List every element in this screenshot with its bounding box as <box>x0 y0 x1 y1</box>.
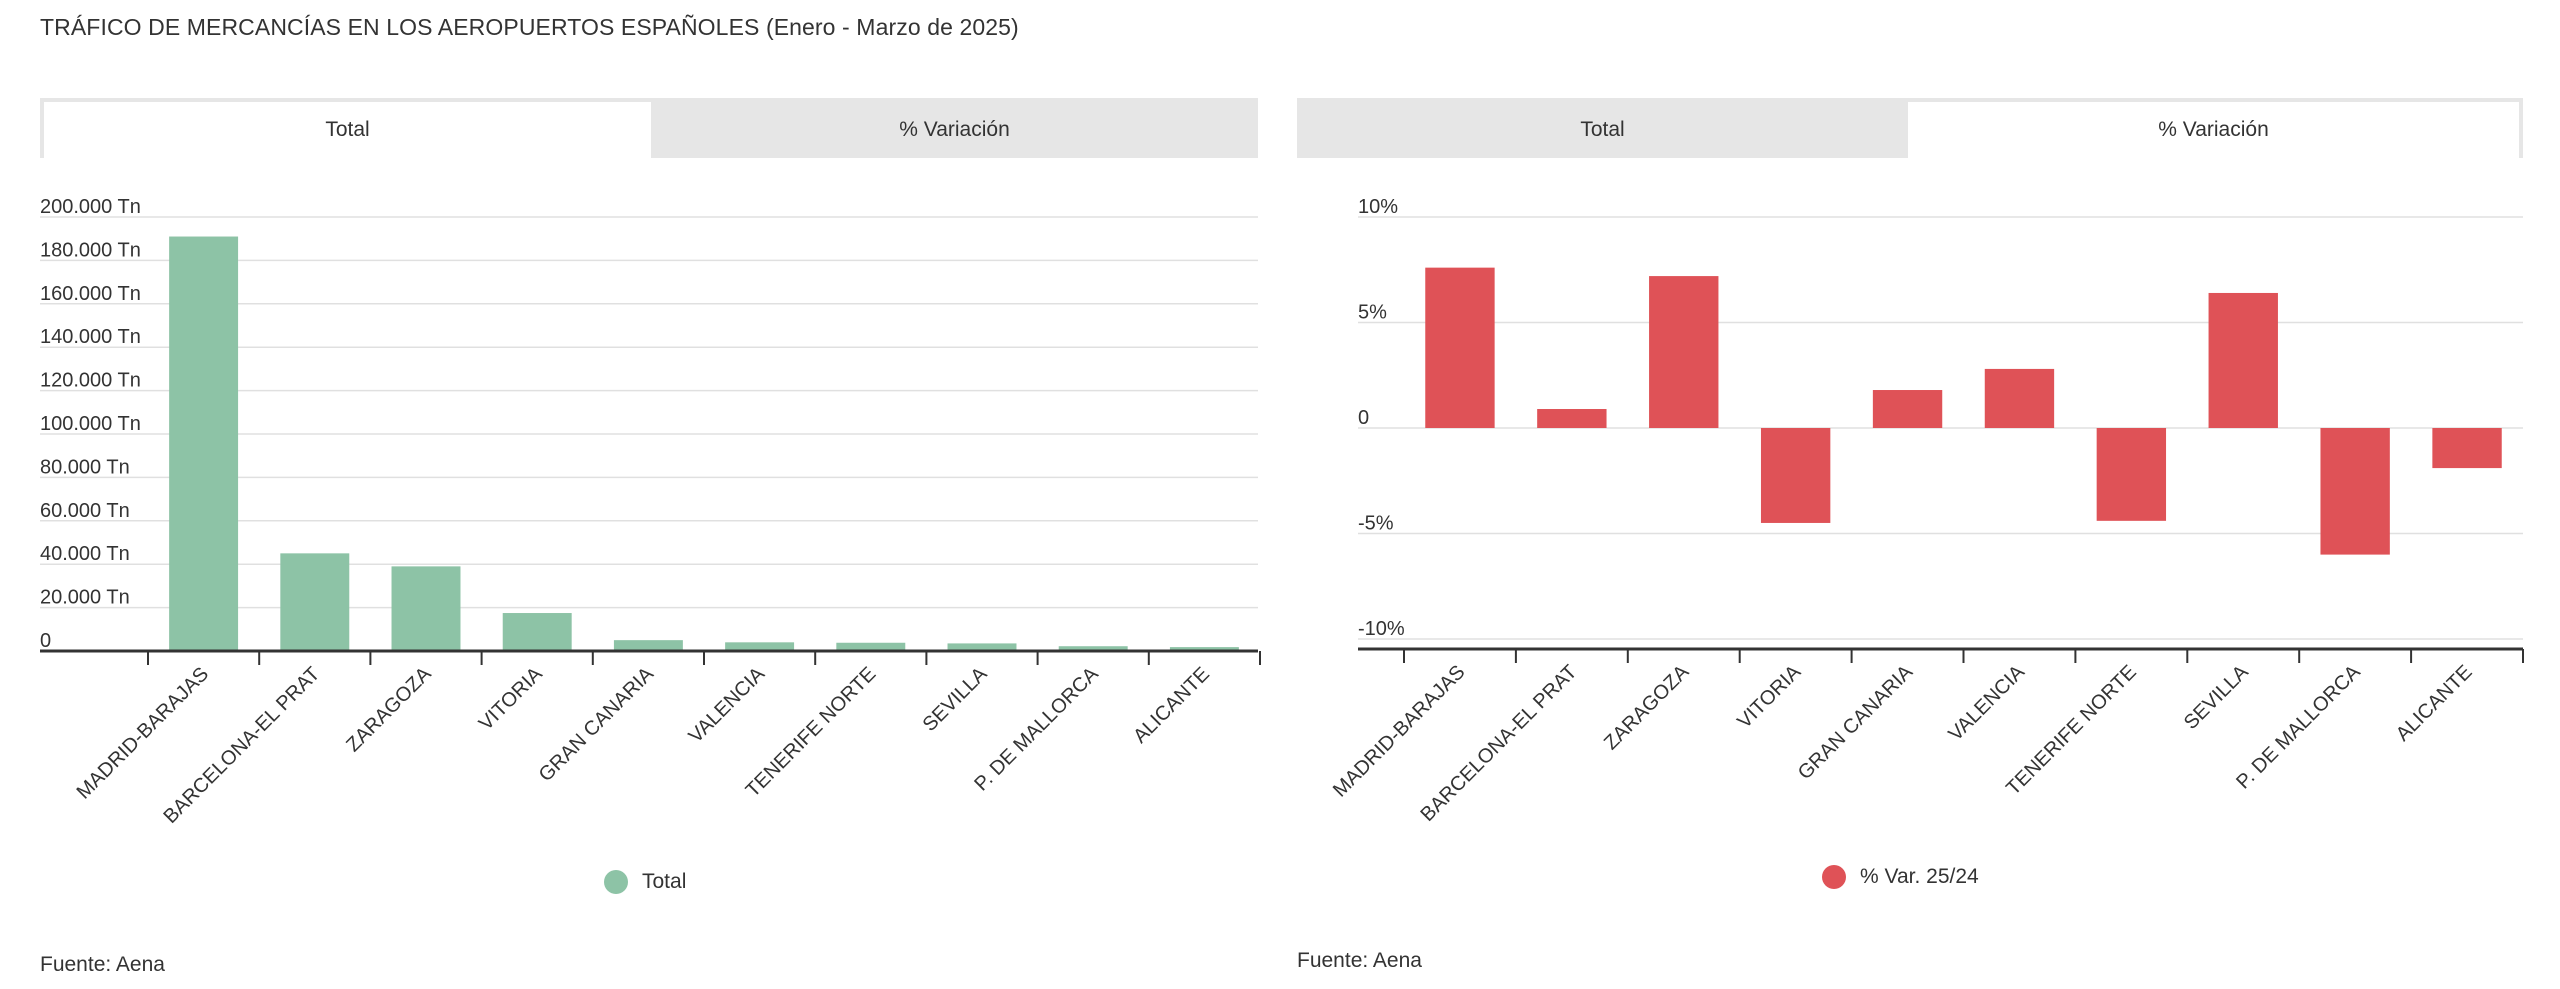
bar <box>1984 368 2055 428</box>
category-label: ZARAGOZA <box>342 663 436 757</box>
category-label: GRAN CANARIA <box>1794 661 1918 785</box>
tab-total[interactable]: Total <box>44 102 651 158</box>
category-label: P. DE MALLORCA <box>2232 661 2365 794</box>
bar <box>613 640 683 651</box>
y-tick-label: 80.000 Tn <box>40 456 130 478</box>
category-label: SEVILLA <box>919 663 992 736</box>
tab-variacion[interactable]: % Variación <box>1908 102 2519 158</box>
total-bar-chart: 0 20.000 Tn 40.000 Tn 60.000 Tn 80.000 Tn 100… <box>40 196 1261 828</box>
category-label: VITORIA <box>1733 661 1805 733</box>
category-label: P. DE MALLORCA <box>970 663 1103 796</box>
tab-variacion[interactable]: % Variación <box>651 102 1258 158</box>
legend-total-label: Total <box>642 870 687 893</box>
category-label: ALICANTE <box>1129 663 1214 748</box>
bar <box>391 566 461 651</box>
y-tick-label: 10% <box>1358 196 1398 218</box>
bar <box>280 553 350 651</box>
bar <box>2432 428 2502 469</box>
bar <box>947 643 1017 651</box>
y-tick-label: 200.000 Tn <box>40 196 141 218</box>
y-tick-label: 100.000 Tn <box>40 413 141 435</box>
y-tick-label: 0 <box>1358 407 1369 429</box>
legend-variation-label: % Var. 25/24 <box>1860 865 1979 888</box>
bar <box>1425 267 1495 428</box>
bar <box>2320 428 2390 555</box>
y-tick-label: 180.000 Tn <box>40 239 141 261</box>
left-tab-bar: Total % Variación <box>40 98 1258 158</box>
right-legend[interactable]: % Var. 25/24 <box>1822 865 1979 889</box>
y-tick-label: 40.000 Tn <box>40 543 130 565</box>
bar <box>1058 646 1128 651</box>
bar <box>1169 647 1239 651</box>
bar <box>725 642 795 651</box>
bar <box>1872 390 1943 428</box>
right-tab-bar: Total % Variación <box>1297 98 2523 158</box>
bar <box>1760 428 1831 523</box>
y-tick-label: 120.000 Tn <box>40 370 141 392</box>
page-title: TRÁFICO DE MERCANCÍAS EN LOS AEROPUERTOS… <box>40 14 1019 40</box>
bar <box>2208 292 2278 428</box>
y-tick-label: -5% <box>1358 513 1394 535</box>
category-label: VALENCIA <box>1945 661 2030 746</box>
bar <box>836 642 906 651</box>
category-label: SEVILLA <box>2180 661 2253 734</box>
y-tick-label: 20.000 Tn <box>40 587 130 609</box>
y-tick-label: 160.000 Tn <box>40 283 141 305</box>
bar <box>1537 409 1607 428</box>
y-tick-label: -10% <box>1358 618 1405 640</box>
y-tick-label: 5% <box>1358 302 1387 324</box>
tab-total[interactable]: Total <box>1297 102 1908 158</box>
category-label: VITORIA <box>475 663 547 735</box>
left-legend[interactable]: Total <box>604 870 686 894</box>
right-source: Fuente: Aena <box>1297 949 1422 972</box>
y-tick-label: 140.000 Tn <box>40 326 141 348</box>
y-tick-label: 0 <box>40 630 51 652</box>
legend-total-dot-icon <box>604 870 628 894</box>
category-label: VALENCIA <box>685 663 770 748</box>
category-label: GRAN CANARIA <box>535 663 659 787</box>
bar <box>169 236 239 651</box>
left-source: Fuente: Aena <box>40 953 165 976</box>
legend-variation-dot-icon <box>1822 865 1846 889</box>
bar <box>2096 428 2167 521</box>
category-label: ALICANTE <box>2392 661 2477 746</box>
bar <box>502 613 572 651</box>
bar <box>1649 276 1719 428</box>
variation-bar-chart: -10%-5%05%10%MADRID-BARAJASBARCELONA-EL … <box>1329 196 2524 826</box>
category-label: ZARAGOZA <box>1600 661 1694 755</box>
y-tick-label: 60.000 Tn <box>40 500 130 522</box>
